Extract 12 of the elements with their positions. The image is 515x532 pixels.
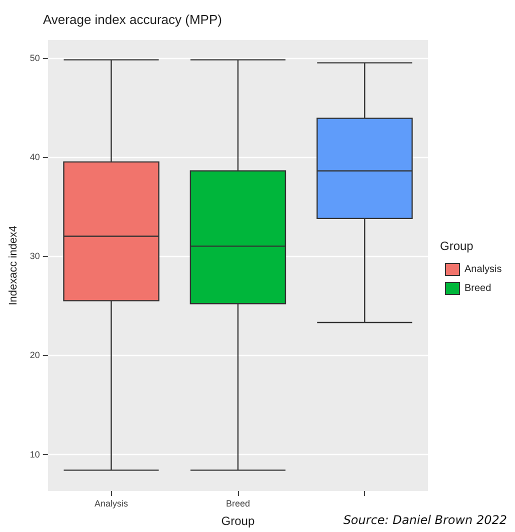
chart-title: Average index accuracy (MPP) [43, 12, 222, 27]
legend-label: Breed [464, 283, 492, 294]
y-tick-label: 20 [30, 350, 40, 360]
y-axis-title: Indexacc index4 [8, 226, 20, 306]
y-tick-label: 50 [30, 52, 40, 63]
source-note: Source: Daniel Brown 2022 [343, 513, 508, 527]
x-axis-title: Group [221, 514, 255, 528]
y-tick-label: 40 [30, 152, 40, 162]
y-tick-label: 30 [30, 251, 40, 262]
legend-title: Group [440, 239, 474, 253]
legend-label: Analysis [464, 264, 502, 275]
y-tick-label: 10 [30, 449, 40, 460]
